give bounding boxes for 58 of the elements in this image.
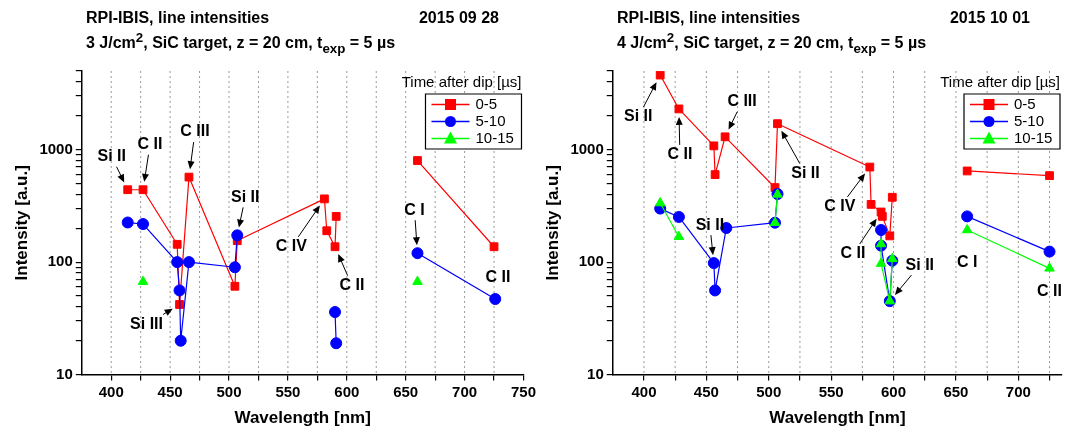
x-tick-label: 700	[452, 382, 478, 400]
chart-subtitle: 3 J/cm$^{2}$, SiC target, z = 20 cm, t$_{exp}$ = 5 µs	[86, 29, 397, 58]
x-axis-title: Wavelength [nm]	[234, 408, 371, 427]
legend-title: Time after dip [µs]	[940, 72, 1060, 90]
annotation: C IV	[275, 236, 308, 254]
annotation: C II	[339, 275, 365, 293]
annotation: C II	[840, 243, 866, 261]
x-tick-label: 600	[334, 382, 360, 400]
x-tick-label: 650	[393, 382, 419, 400]
x-tick-label: 400	[98, 382, 124, 400]
x-tick-label: 750	[510, 382, 536, 400]
annotation: C I	[404, 200, 425, 218]
x-axis-title: Wavelength [nm]	[769, 408, 906, 427]
y-tick-label: 10	[587, 364, 604, 382]
annotation: Si II	[905, 255, 935, 273]
annotation: Si II	[97, 146, 126, 164]
x-tick-label: 450	[157, 382, 183, 400]
legend-label: 0-5	[1014, 94, 1036, 112]
annotation: Si II	[791, 163, 820, 181]
legend-label: 5-10	[1014, 111, 1045, 129]
annotation: Si III	[130, 314, 163, 332]
chart-title: RPI-IBIS, line intensities	[86, 8, 270, 28]
x-tick-label: 550	[275, 382, 301, 400]
chart-title: RPI-IBIS, line intensities	[617, 8, 801, 28]
x-tick-label: 700	[1005, 382, 1031, 400]
legend-label: 10-15	[1014, 128, 1053, 146]
y-tick-label: 1000	[570, 139, 604, 157]
legend-label: 0-5	[475, 94, 498, 112]
annotation: Si II	[231, 187, 260, 205]
chart-subtitle: 4 J/cm$^{2}$, SiC target, z = 20 cm, t$_{exp}$ = 5 µs	[617, 29, 928, 58]
x-tick-label: 500	[216, 382, 242, 400]
annotation: Si II	[695, 215, 725, 233]
annotation: C II	[667, 144, 693, 162]
text: 2015 09 28	[418, 9, 499, 26]
y-axis-title: Intensity [a.u.]	[11, 164, 31, 280]
y-tick-label: 100	[47, 251, 73, 269]
annotation: C II	[485, 267, 511, 285]
x-tick-label: 450	[693, 382, 719, 400]
annotation: C II	[137, 134, 163, 152]
y-axis-title: Intensity [a.u.]	[542, 164, 562, 280]
text: 2015 10 01	[949, 9, 1030, 26]
annotation: C III	[180, 122, 210, 140]
annotation: C II	[1037, 281, 1062, 299]
annotation: C III	[727, 91, 757, 109]
y-tick-label: 1000	[39, 139, 73, 157]
annotation: C I	[956, 252, 978, 270]
legend-title: Time after dip [µs]	[401, 72, 522, 90]
legend-label: 10-15	[475, 128, 514, 146]
x-tick-label: 500	[756, 382, 782, 400]
x-tick-label: 400	[631, 382, 657, 400]
y-tick-label: 100	[578, 251, 604, 269]
y-tick-label: 10	[56, 364, 73, 382]
x-tick-label: 550	[818, 382, 844, 400]
x-tick-label: 600	[881, 382, 907, 400]
x-tick-label: 650	[943, 382, 969, 400]
legend-label: 5-10	[475, 111, 506, 129]
annotation: Si II	[623, 107, 653, 124]
annotation: C IV	[824, 196, 856, 214]
